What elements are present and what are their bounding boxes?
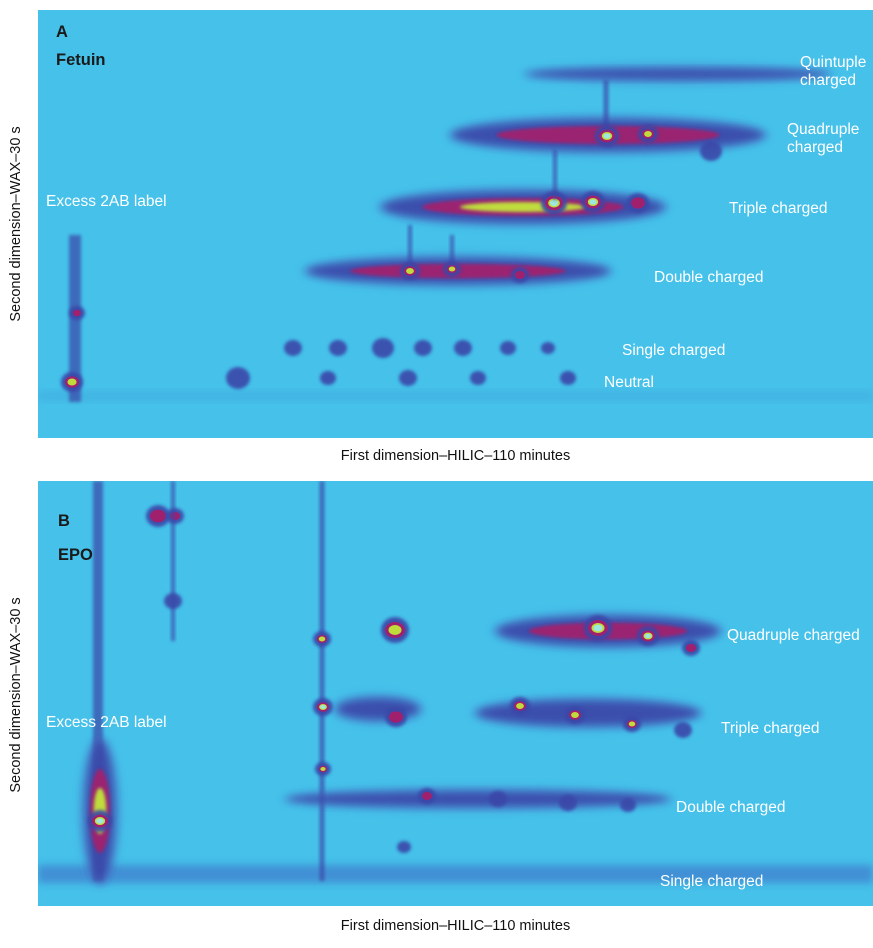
heatmap-panel-fetuin: A Fetuin Excess 2AB label Quintuple char… xyxy=(38,10,873,438)
band-double xyxy=(282,787,674,811)
band-triple-left xyxy=(332,694,424,724)
streak-mid xyxy=(319,481,325,881)
peak-mid-2 xyxy=(313,698,333,716)
x-axis-label-b: First dimension–HILIC–110 minutes xyxy=(340,918,571,934)
panel-letter: A xyxy=(56,23,68,41)
peak-double-2 xyxy=(489,791,507,807)
peak-quadruple-4 xyxy=(682,640,700,656)
band-label-quadruple: Quadruple charged xyxy=(787,121,860,156)
excess-label-peak xyxy=(61,372,83,392)
peak-early-1 xyxy=(146,505,170,527)
y-axis-label-a: Second dimension–WAX–30 s xyxy=(8,126,24,322)
peak-single-5 xyxy=(454,340,472,356)
peak-triple-1 xyxy=(541,191,567,215)
peak-mid-3 xyxy=(315,762,331,776)
excess-label-peak-upper xyxy=(69,306,85,320)
peak-quadruple-3 xyxy=(637,626,659,646)
peak-triple-2 xyxy=(581,191,605,213)
peak-quadruple-3 xyxy=(700,141,722,161)
band-label-triple: Triple charged xyxy=(729,200,828,217)
heatmap-background xyxy=(38,481,873,906)
peak-double-1 xyxy=(418,788,436,804)
peak-neutral-1 xyxy=(226,367,250,389)
streak-early xyxy=(171,481,175,641)
peak-single-3 xyxy=(372,338,394,358)
streak-triple-1 xyxy=(553,150,557,200)
peak-single-1 xyxy=(284,340,302,356)
peak-quadruple-1 xyxy=(381,617,409,643)
streak-quadruple-1 xyxy=(603,80,609,130)
peak-quadruple-2 xyxy=(638,125,658,143)
excess-label-peak xyxy=(88,810,112,832)
peak-mid-1 xyxy=(313,631,331,647)
peak-double-1 xyxy=(400,262,420,280)
band-label-triple: Triple charged xyxy=(721,720,820,737)
band-triple xyxy=(472,696,704,730)
band-label-neutral: Neutral xyxy=(604,374,654,391)
panel-protein-name: EPO xyxy=(58,546,93,564)
peak-single-7 xyxy=(541,342,555,354)
heatmap-panel-epo: B EPO Excess 2AB label Quadruple charged… xyxy=(38,481,873,906)
panel-protein-name: Fetuin xyxy=(56,51,106,69)
peak-double-5 xyxy=(397,841,411,853)
peak-single-4 xyxy=(414,340,432,356)
band-label-double: Double charged xyxy=(654,269,764,286)
peak-neutral-2 xyxy=(320,371,336,385)
panel-letter: B xyxy=(58,512,70,530)
band-label-double: Double charged xyxy=(676,799,786,816)
heatmap-epo-svg xyxy=(38,481,873,906)
peak-single-2 xyxy=(329,340,347,356)
excess-label: Excess 2AB label xyxy=(46,193,167,210)
peak-double-4 xyxy=(620,798,636,812)
peak-quadruple-2 xyxy=(584,615,612,641)
y-axis-label-b: Second dimension–WAX–30 s xyxy=(8,597,24,793)
excess-label-streak xyxy=(93,481,103,881)
baseline-streak xyxy=(38,392,873,400)
peak-neutral-4 xyxy=(470,371,486,385)
peak-double-3 xyxy=(511,267,529,283)
band-label-quintuple: Quintuple charged xyxy=(800,54,867,89)
peak-triple-5 xyxy=(674,722,692,738)
single-charged-streak xyxy=(38,865,873,883)
band-label-single: Single charged xyxy=(622,342,726,359)
band-label-single: Single charged xyxy=(660,873,764,890)
band-label-quadruple: Quadruple charged xyxy=(727,627,860,644)
peak-single-6 xyxy=(500,341,516,355)
streak-double-1 xyxy=(408,225,412,265)
peak-double-3 xyxy=(559,795,577,811)
x-axis-label-a: First dimension–HILIC–110 minutes xyxy=(340,448,571,464)
band-triple xyxy=(377,187,669,227)
peak-neutral-5 xyxy=(560,371,576,385)
peak-triple-3 xyxy=(565,706,585,724)
heatmap-fetuin-svg xyxy=(38,10,873,438)
band-quintuple xyxy=(522,64,834,84)
peak-double-2 xyxy=(443,261,461,277)
peak-triple-1 xyxy=(385,707,407,727)
peak-triple-3 xyxy=(627,193,649,213)
streak-double-2 xyxy=(450,235,454,265)
peak-triple-2 xyxy=(510,697,530,715)
peak-neutral-3 xyxy=(399,370,417,386)
excess-label: Excess 2AB label xyxy=(46,714,167,731)
peak-quadruple-1 xyxy=(595,125,619,147)
peak-triple-4 xyxy=(623,716,641,732)
